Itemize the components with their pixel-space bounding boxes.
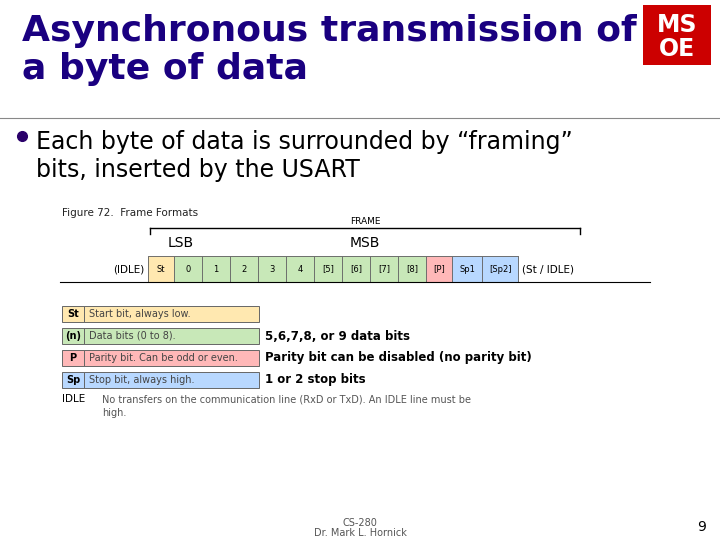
Text: high.: high. bbox=[102, 408, 127, 418]
Bar bbox=[84, 328, 259, 344]
Bar bbox=[84, 372, 259, 388]
Text: 5,6,7,8, or 9 data bits: 5,6,7,8, or 9 data bits bbox=[265, 329, 410, 342]
Bar bbox=[370, 256, 398, 282]
Text: (IDLE): (IDLE) bbox=[113, 264, 144, 274]
Text: [7]: [7] bbox=[378, 265, 390, 273]
Text: 4: 4 bbox=[297, 265, 302, 273]
Text: Figure 72.  Frame Formats: Figure 72. Frame Formats bbox=[62, 208, 198, 218]
Text: bits, inserted by the USART: bits, inserted by the USART bbox=[36, 158, 360, 182]
Text: [Sp2]: [Sp2] bbox=[489, 265, 511, 273]
Text: FRAME: FRAME bbox=[350, 217, 380, 226]
Bar bbox=[426, 256, 452, 282]
Text: CS-280: CS-280 bbox=[343, 518, 377, 528]
Bar bbox=[643, 5, 711, 65]
Text: (St / IDLE): (St / IDLE) bbox=[522, 264, 574, 274]
Text: OE: OE bbox=[659, 37, 695, 61]
Bar bbox=[258, 256, 286, 282]
Text: LSB: LSB bbox=[168, 236, 194, 250]
Text: St: St bbox=[67, 309, 79, 319]
Text: Parity bit can be disabled (no parity bit): Parity bit can be disabled (no parity bi… bbox=[265, 352, 532, 365]
Text: [8]: [8] bbox=[406, 265, 418, 273]
Bar bbox=[84, 350, 259, 366]
Text: P: P bbox=[69, 353, 76, 363]
Bar bbox=[62, 328, 84, 344]
Bar bbox=[286, 256, 314, 282]
Bar bbox=[314, 256, 342, 282]
Text: Start bit, always low.: Start bit, always low. bbox=[89, 309, 191, 319]
Text: Each byte of data is surrounded by “framing”: Each byte of data is surrounded by “fram… bbox=[36, 130, 572, 154]
Text: IDLE: IDLE bbox=[62, 394, 85, 404]
Text: 0: 0 bbox=[185, 265, 191, 273]
Text: MSB: MSB bbox=[350, 236, 380, 250]
Text: 1: 1 bbox=[213, 265, 219, 273]
Bar bbox=[202, 256, 230, 282]
Bar bbox=[62, 372, 84, 388]
Bar bbox=[174, 256, 202, 282]
Text: [6]: [6] bbox=[350, 265, 362, 273]
Text: MS: MS bbox=[657, 13, 697, 37]
Text: St: St bbox=[157, 265, 166, 273]
Text: (n): (n) bbox=[65, 331, 81, 341]
Text: a byte of data: a byte of data bbox=[22, 52, 308, 86]
Bar bbox=[452, 256, 482, 282]
Text: Data bits (0 to 8).: Data bits (0 to 8). bbox=[89, 331, 176, 341]
Bar bbox=[230, 256, 258, 282]
Bar bbox=[62, 350, 84, 366]
Text: Stop bit, always high.: Stop bit, always high. bbox=[89, 375, 194, 385]
Text: Sp1: Sp1 bbox=[459, 265, 475, 273]
Text: 3: 3 bbox=[269, 265, 275, 273]
Text: 2: 2 bbox=[241, 265, 247, 273]
Text: 9: 9 bbox=[697, 520, 706, 534]
Bar bbox=[62, 306, 84, 322]
Bar bbox=[84, 306, 259, 322]
Text: Asynchronous transmission of: Asynchronous transmission of bbox=[22, 14, 636, 48]
Text: [P]: [P] bbox=[433, 265, 445, 273]
Bar bbox=[482, 256, 518, 282]
Text: Parity bit. Can be odd or even.: Parity bit. Can be odd or even. bbox=[89, 353, 238, 363]
Bar bbox=[398, 256, 426, 282]
Bar bbox=[148, 256, 174, 282]
Text: [5]: [5] bbox=[322, 265, 334, 273]
Bar bbox=[342, 256, 370, 282]
Text: No transfers on the communication line (RxD or TxD). An IDLE line must be: No transfers on the communication line (… bbox=[102, 394, 471, 404]
Text: Sp: Sp bbox=[66, 375, 80, 385]
Bar bbox=[148, 256, 518, 282]
Text: Dr. Mark L. Hornick: Dr. Mark L. Hornick bbox=[314, 528, 406, 538]
Text: 1 or 2 stop bits: 1 or 2 stop bits bbox=[265, 374, 366, 387]
